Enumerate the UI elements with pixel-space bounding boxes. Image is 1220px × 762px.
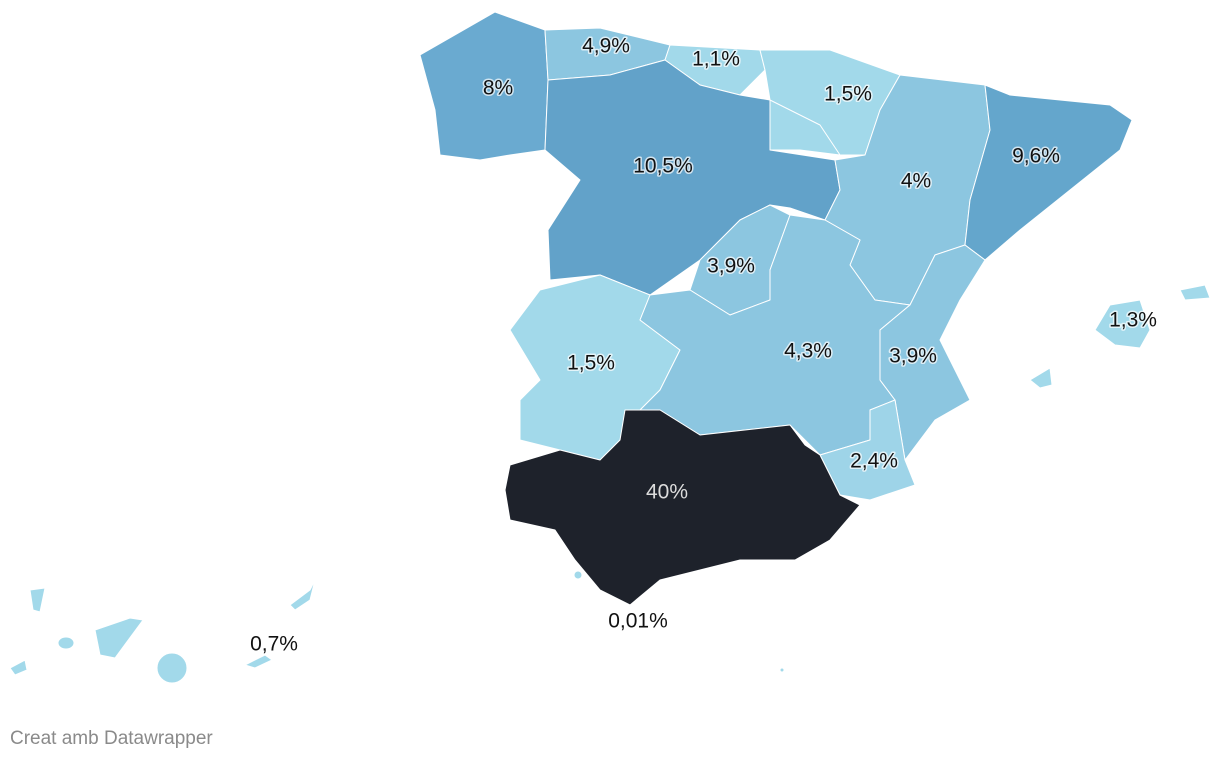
region — [879, 244, 986, 461]
region — [1029, 284, 1211, 389]
region-label: 1,5% — [824, 83, 872, 106]
region-label: 3,9% — [707, 255, 755, 278]
region-label: 0,7% — [250, 633, 298, 656]
region-label: 0,01% — [608, 610, 668, 633]
region — [573, 570, 785, 673]
region-label: 40% — [646, 481, 688, 504]
region-label: 4,9% — [582, 35, 630, 58]
region — [419, 11, 549, 161]
region — [819, 399, 916, 501]
region-label: 4% — [901, 170, 931, 193]
region-label: 1,5% — [567, 352, 615, 375]
region-label: 2,4% — [850, 450, 898, 473]
credit: Creat amb Datawrapper — [10, 728, 213, 749]
region — [504, 409, 861, 606]
labels: 8% 4,9% 1,1% 1,5% 10,5% 4% 9,6% 3,9% 1,5% 4,3% 3,9… — [249, 33, 1159, 657]
region-label: 1,3% — [1109, 309, 1157, 332]
region — [964, 84, 1133, 261]
regions — [9, 11, 1211, 684]
region-label: 10,5% — [633, 155, 693, 178]
region-label: 3,9% — [889, 345, 937, 368]
region — [544, 59, 841, 296]
region-label: 1,1% — [692, 48, 740, 71]
region-label: 9,6% — [1012, 145, 1060, 168]
region-label: 8% — [483, 77, 513, 100]
region-label: 4,3% — [784, 340, 832, 363]
region — [9, 579, 316, 684]
